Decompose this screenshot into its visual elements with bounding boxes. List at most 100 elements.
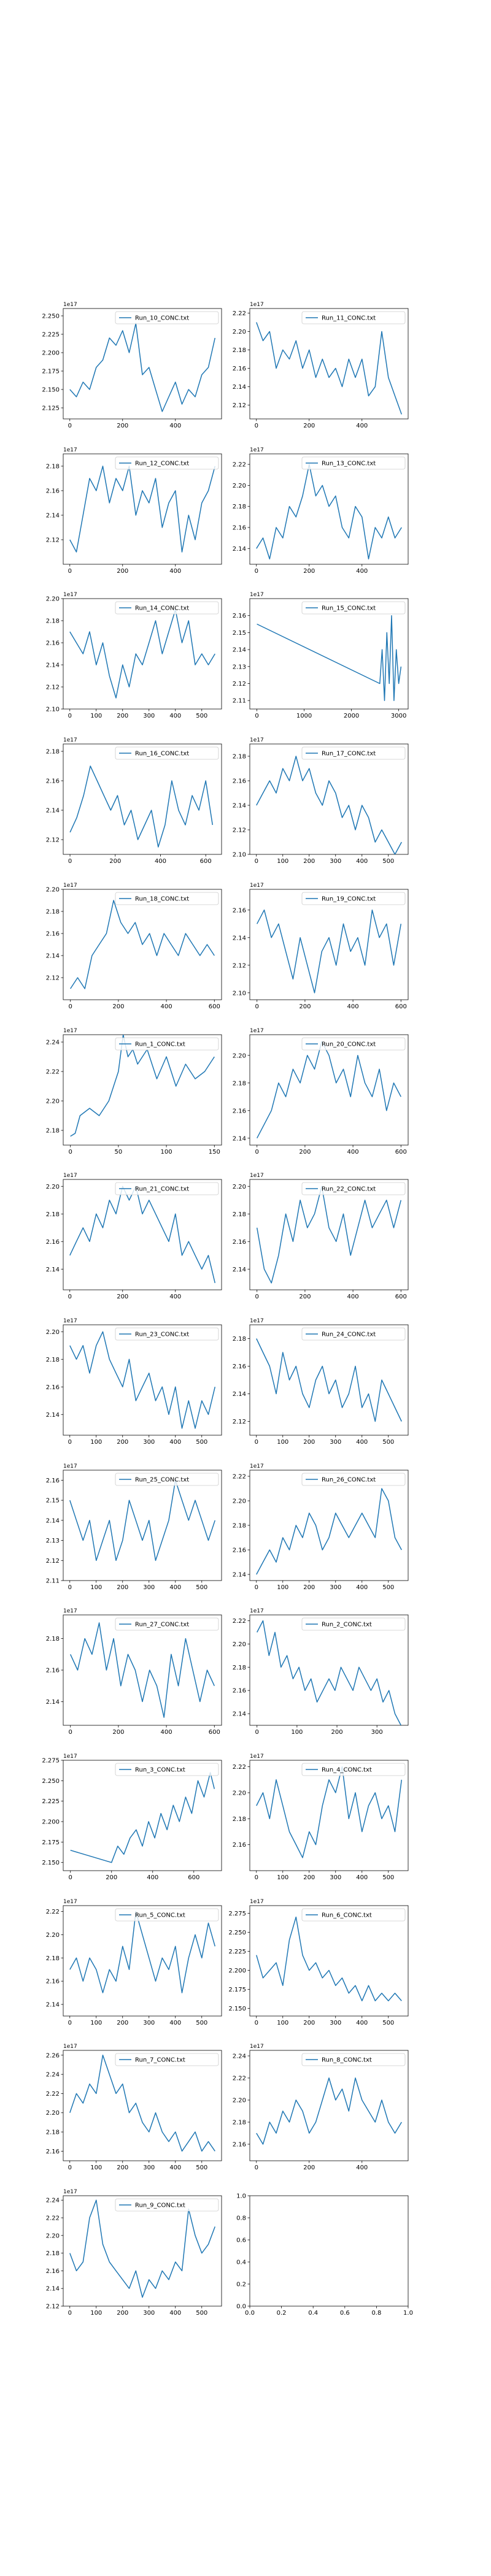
y-tick-label: 2.11 bbox=[46, 1578, 60, 1585]
subplot: 0 200 400 2.12 2.14 2.16 2.18 2.20 2.22 1e17 Run_1… bbox=[233, 302, 409, 429]
x-tick-label: 500 bbox=[382, 858, 394, 865]
series-line bbox=[257, 1041, 401, 1139]
x-tick-label: 100 bbox=[291, 1729, 303, 1736]
x-tick-label: 0 bbox=[69, 1003, 72, 1010]
x-tick-label: 200 bbox=[303, 858, 315, 865]
y-tick-label: 2.14 bbox=[233, 384, 246, 391]
subplot: 0 200 400 600 2.150 2.175 2.200 2.225 2.250 2.275… bbox=[42, 1754, 222, 1881]
legend-label: Run_19_CONC.txt bbox=[322, 896, 376, 903]
y-tick-label: 2.225 bbox=[228, 1949, 246, 1955]
y-offset-label: 1e17 bbox=[250, 1899, 264, 1905]
y-tick-label: 2.14 bbox=[46, 1699, 60, 1706]
legend-box bbox=[301, 1617, 406, 1631]
axes-frame bbox=[249, 308, 409, 420]
legend-box bbox=[301, 1473, 406, 1486]
x-tick-label: 100 bbox=[90, 1439, 102, 1446]
y-tick-label: 2.12 bbox=[46, 537, 60, 544]
y-tick-label: 2.22 bbox=[46, 2091, 60, 2098]
x-tick-label: 500 bbox=[196, 1584, 207, 1591]
x-tick-label: 0 bbox=[255, 568, 258, 575]
series-line bbox=[256, 1488, 402, 1575]
y-tick-label: 2.18 bbox=[233, 1523, 246, 1530]
y-tick-label: 2.275 bbox=[228, 1911, 246, 1917]
y-tick-label: 2.18 bbox=[46, 464, 60, 470]
y-tick-label: 2.16 bbox=[46, 778, 60, 785]
y-tick-label: 2.14 bbox=[46, 1517, 60, 1524]
series-line bbox=[69, 2055, 215, 2152]
legend-box bbox=[301, 1763, 406, 1776]
legend-box bbox=[301, 601, 406, 615]
x-tick-label: 200 bbox=[303, 1439, 315, 1446]
y-tick-label: 2.16 bbox=[233, 613, 246, 619]
y-offset-label: 1e17 bbox=[63, 1028, 77, 1034]
x-tick-label: 400 bbox=[356, 1874, 368, 1881]
axes-frame bbox=[249, 1034, 409, 1146]
x-tick-label: 100 bbox=[90, 2164, 102, 2171]
x-tick-label: 400 bbox=[356, 1584, 368, 1591]
y-tick-label: 2.16 bbox=[233, 1363, 246, 1370]
x-tick-label: 200 bbox=[117, 1294, 128, 1300]
x-tick-label: 100 bbox=[90, 2020, 102, 2026]
x-tick-label: 0 bbox=[68, 858, 72, 865]
y-tick-label: 0.8 bbox=[236, 2215, 246, 2222]
subplot: 0.0 0.2 0.4 0.6 0.8 1.0 0.0 0.2 0.4 0.6 0.8 1.0 bbox=[236, 2193, 413, 2317]
y-tick-label: 2.14 bbox=[233, 1711, 246, 1718]
y-offset-label: 1e17 bbox=[63, 737, 77, 743]
legend-label: Run_6_CONC.txt bbox=[322, 1912, 372, 1919]
axes-frame bbox=[249, 1179, 409, 1290]
y-tick-label: 0.6 bbox=[236, 2237, 246, 2244]
y-offset-label: 1e17 bbox=[63, 592, 77, 598]
legend-box bbox=[115, 892, 219, 905]
axes-frame bbox=[249, 1905, 409, 2017]
x-tick-label: 400 bbox=[169, 2020, 181, 2026]
axes-frame bbox=[63, 598, 222, 710]
x-tick-label: 400 bbox=[347, 1294, 359, 1300]
legend-label: Run_26_CONC.txt bbox=[322, 1477, 376, 1484]
y-tick-label: 2.20 bbox=[233, 1641, 246, 1648]
x-tick-label: 500 bbox=[196, 2164, 207, 2171]
x-tick-label: 600 bbox=[395, 1149, 407, 1156]
axes-frame bbox=[63, 453, 222, 565]
y-tick-label: 2.20 bbox=[233, 1498, 246, 1505]
y-tick-label: 2.14 bbox=[46, 1267, 60, 1273]
y-tick-label: 2.16 bbox=[46, 931, 60, 938]
x-tick-label: 200 bbox=[303, 423, 315, 429]
y-tick-label: 2.14 bbox=[233, 1572, 246, 1579]
x-tick-label: 400 bbox=[161, 1003, 172, 1010]
y-offset-label: 1e17 bbox=[250, 302, 264, 308]
y-tick-label: 2.20 bbox=[46, 596, 60, 603]
y-tick-label: 2.14 bbox=[46, 953, 60, 960]
x-tick-label: 200 bbox=[303, 2020, 315, 2026]
series-line bbox=[69, 765, 214, 848]
x-tick-label: 300 bbox=[371, 1729, 383, 1736]
legend-box bbox=[115, 2053, 219, 2066]
legend-label: Run_15_CONC.txt bbox=[322, 605, 376, 612]
legend-box bbox=[115, 746, 219, 760]
y-offset-label: 1e17 bbox=[63, 1608, 77, 1614]
x-tick-label: 400 bbox=[169, 1439, 181, 1446]
series-line bbox=[69, 1331, 216, 1429]
x-tick-label: 100 bbox=[277, 1584, 288, 1591]
x-tick-label: 400 bbox=[356, 568, 368, 575]
y-tick-label: 2.150 bbox=[42, 387, 60, 394]
y-offset-label: 1e17 bbox=[250, 1318, 264, 1324]
x-tick-label: 300 bbox=[330, 1584, 341, 1591]
y-offset-label: 1e17 bbox=[250, 883, 264, 889]
y-tick-label: 2.16 bbox=[233, 525, 246, 532]
axes-frame bbox=[249, 743, 409, 855]
x-tick-label: 400 bbox=[169, 2310, 181, 2317]
x-tick-label: 300 bbox=[330, 2020, 341, 2026]
x-tick-label: 200 bbox=[112, 1003, 124, 1010]
axes-frame bbox=[63, 1324, 222, 1436]
x-tick-label: 500 bbox=[382, 2020, 394, 2026]
x-tick-label: 300 bbox=[143, 1439, 155, 1446]
y-tick-label: 2.250 bbox=[228, 1930, 246, 1936]
x-tick-label: 2000 bbox=[344, 713, 359, 719]
y-tick-label: 2.22 bbox=[233, 310, 246, 317]
legend-box bbox=[301, 1037, 406, 1051]
y-tick-label: 2.13 bbox=[46, 1538, 60, 1544]
axes-frame bbox=[249, 2050, 409, 2161]
y-tick-label: 2.175 bbox=[228, 1987, 246, 1993]
y-tick-label: 2.15 bbox=[233, 630, 246, 637]
x-tick-label: 400 bbox=[356, 858, 368, 865]
